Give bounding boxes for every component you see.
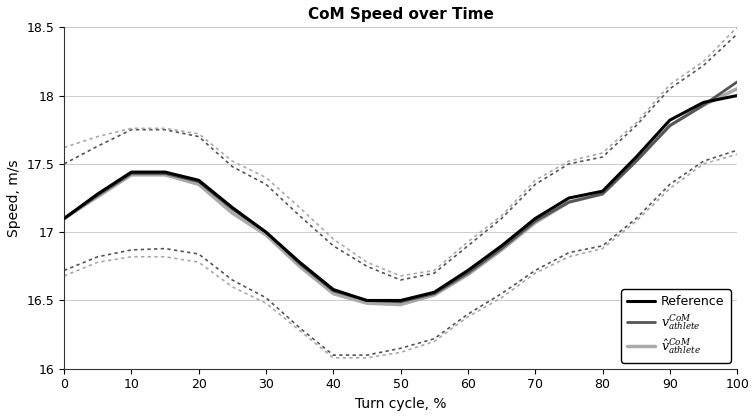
Y-axis label: Speed, m/s: Speed, m/s <box>7 159 21 237</box>
Legend: Reference, $v_{athlete}^{CoM}$, $\hat{v}_{athlete}^{CoM}$: Reference, $v_{athlete}^{CoM}$, $\hat{v}… <box>621 289 731 362</box>
X-axis label: Turn cycle, %: Turn cycle, % <box>355 397 446 411</box>
Title: CoM Speed over Time: CoM Speed over Time <box>308 7 494 22</box>
